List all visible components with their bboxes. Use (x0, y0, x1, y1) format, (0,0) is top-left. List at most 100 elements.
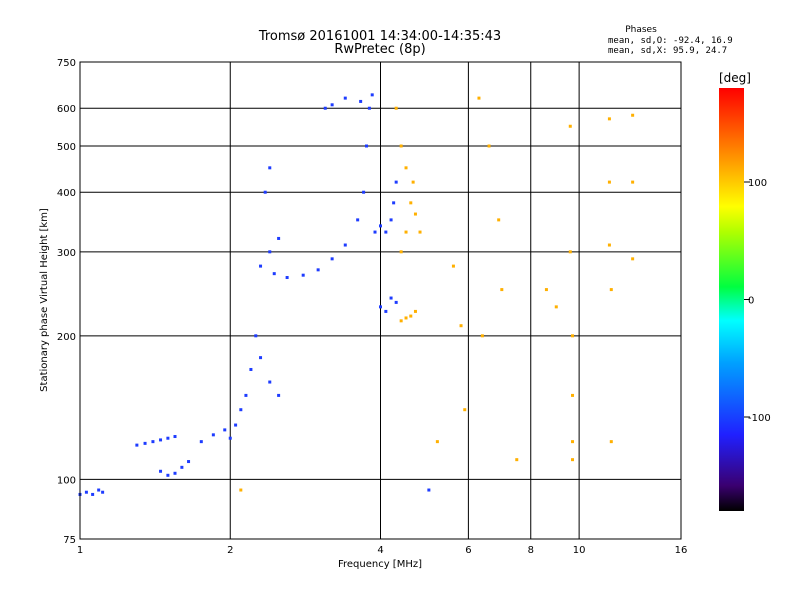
point-X-14 (459, 324, 463, 328)
y-tick-label-2: 200 (57, 332, 76, 343)
point-O-2 (91, 492, 95, 496)
point-O-33 (272, 272, 276, 276)
point-O-29 (268, 250, 272, 254)
point-O-46 (373, 230, 377, 234)
point-O-13 (173, 471, 177, 475)
x-tick-labels: 1 2 4 6 8 10 16 (77, 545, 688, 556)
point-O-3 (97, 488, 101, 492)
x-tick-label-4: 8 (528, 545, 534, 556)
y-tick-label-3: 300 (57, 248, 76, 259)
point-X-32 (609, 440, 613, 444)
point-O-27 (277, 393, 281, 397)
point-O-19 (228, 436, 232, 440)
point-O-28 (259, 264, 263, 268)
point-O-57 (330, 103, 334, 107)
colorbar-label: [deg] (719, 71, 751, 85)
colorbar-tick-label-1: 0 (748, 296, 754, 307)
point-O-8 (159, 438, 163, 442)
phases-info-title: Phases (625, 25, 657, 35)
y-tick-label-0: 75 (63, 535, 76, 546)
point-O-55 (394, 300, 398, 304)
point-O-6 (143, 441, 147, 445)
y-tick-label-7: 750 (57, 58, 76, 69)
point-X-36 (435, 440, 439, 444)
point-O-17 (211, 433, 215, 437)
point-X-38 (515, 458, 519, 462)
point-O-35 (301, 273, 305, 277)
phases-info-x: mean, sd,X: 95.9, 24.7 (608, 46, 727, 56)
point-O-21 (239, 408, 243, 412)
point-X-29 (607, 180, 611, 184)
point-O-53 (384, 309, 388, 313)
x-tick-label-6: 16 (675, 545, 688, 556)
point-O-18 (223, 428, 227, 432)
point-O-45 (343, 96, 347, 100)
point-X-20 (544, 288, 548, 292)
point-O-7 (151, 440, 155, 444)
point-O-22 (244, 393, 248, 397)
point-O-1 (84, 490, 88, 494)
data-points (78, 93, 635, 496)
point-X-1 (404, 230, 408, 234)
point-O-23 (249, 367, 253, 371)
point-O-43 (370, 93, 374, 97)
phases-info-o: mean, sd,O: -92.4, 16.9 (608, 36, 733, 46)
point-X-31 (609, 288, 613, 292)
point-O-44 (359, 99, 363, 103)
colorbar (719, 88, 744, 511)
point-O-54 (389, 296, 393, 300)
point-X-2 (409, 201, 413, 205)
point-O-38 (343, 243, 347, 247)
point-O-32 (268, 166, 272, 170)
colorbar-tick-label-0: 100 (748, 178, 767, 189)
point-X-28 (607, 117, 611, 121)
point-O-16 (199, 440, 203, 444)
point-O-20 (234, 423, 238, 427)
point-O-31 (263, 190, 267, 194)
point-O-34 (285, 276, 289, 280)
point-X-22 (568, 124, 572, 128)
point-O-5 (135, 443, 139, 447)
point-X-35 (631, 257, 635, 261)
point-O-11 (159, 469, 163, 473)
point-X-30 (607, 243, 611, 247)
chart-title: Tromsø 20161001 14:34:00-14:35:43 (258, 29, 501, 44)
point-X-34 (631, 180, 635, 184)
point-X-3 (411, 180, 415, 184)
point-O-30 (277, 236, 281, 240)
point-X-4 (413, 212, 417, 216)
point-X-8 (409, 314, 413, 318)
y-tick-label-5: 500 (57, 142, 76, 153)
point-O-26 (268, 380, 272, 384)
point-X-26 (571, 440, 575, 444)
point-O-51 (394, 180, 398, 184)
point-X-19 (500, 288, 504, 292)
point-X-5 (418, 230, 422, 234)
x-tick-label-0: 1 (77, 545, 83, 556)
point-O-49 (389, 218, 393, 222)
point-X-13 (451, 264, 455, 268)
x-tick-label-2: 4 (377, 545, 383, 556)
point-X-12 (404, 166, 408, 170)
point-X-39 (239, 488, 243, 492)
colorbar-ticks: 100 0 -100 (744, 178, 771, 424)
point-O-10 (173, 435, 177, 439)
point-X-33 (631, 113, 635, 117)
point-O-37 (330, 257, 334, 261)
point-X-27 (571, 458, 575, 462)
point-O-14 (180, 465, 184, 469)
point-O-25 (259, 356, 263, 360)
plot-frame (79, 61, 682, 540)
point-X-7 (404, 316, 408, 320)
point-O-48 (384, 230, 388, 234)
point-O-56 (323, 106, 327, 110)
point-X-25 (571, 393, 575, 397)
grid-lines (79, 61, 682, 540)
colorbar-tick-label-2: -100 (748, 413, 771, 424)
point-O-58 (427, 488, 431, 492)
point-O-41 (365, 144, 369, 148)
point-O-39 (356, 218, 360, 222)
y-tick-labels: 75 100 200 300 400 500 600 750 (57, 58, 76, 546)
point-O-50 (392, 201, 396, 205)
